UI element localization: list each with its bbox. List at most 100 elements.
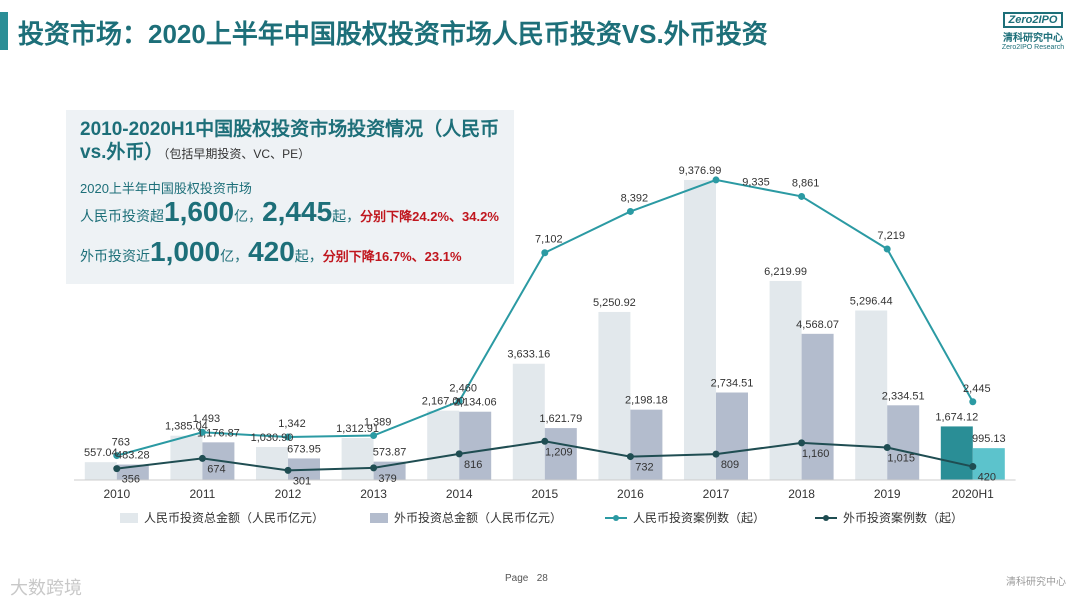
label-fx-cases: 732 <box>635 462 653 474</box>
legend-swatch-dot <box>823 515 829 521</box>
label-rmb-amount: 1,674.12 <box>935 411 978 423</box>
page-title: 投资市场：2020上半年中国股权投资市场人民币投资VS.外币投资 <box>18 19 768 49</box>
point-rmb-cases <box>798 192 806 200</box>
label-rmb-amount: 2,167.00 <box>422 396 465 408</box>
bar-rmb-amount <box>769 280 802 480</box>
point-fx-cases <box>969 463 977 471</box>
bar-rmb-amount <box>684 179 716 480</box>
point-fx-cases <box>712 450 720 458</box>
point-fx-cases <box>284 466 292 474</box>
point-rmb-cases <box>113 452 121 460</box>
bar-rmb-amount <box>427 410 460 480</box>
point-fx-cases <box>113 465 121 473</box>
legend-label: 外币投资案例数（起） <box>843 510 963 525</box>
watermark-left: 大数跨境 <box>10 578 82 598</box>
label-rmb-amount: 1,385.04 <box>165 421 208 433</box>
label-rmb-cases: 7,219 <box>877 230 905 242</box>
point-fx-cases <box>541 437 549 445</box>
label-rmb-amount: 1,030.90 <box>251 432 294 444</box>
label-rmb-cases: 8,392 <box>621 192 649 204</box>
label-fx-amount: 2,334.51 <box>882 390 925 402</box>
label-fx-amount: 573.87 <box>373 447 407 459</box>
bar-rmb-amount <box>170 435 203 480</box>
bar-fx-amount <box>972 448 1005 480</box>
bar-fx-amount <box>801 333 834 480</box>
label-rmb-amount: 3,633.16 <box>507 349 550 361</box>
zero2ipo-logo: Zero2IPO 清科研究中心 Zero2IPO Research <box>1000 10 1066 51</box>
logo-en: Zero2IPO Research <box>1001 44 1065 51</box>
bar-fx-amount <box>716 392 748 480</box>
bar-rmb-amount <box>940 426 973 480</box>
bar-rmb-amount <box>341 437 374 480</box>
label-fx-cases: 420 <box>978 472 996 484</box>
label-fx-cases: 674 <box>207 463 225 475</box>
point-fx-cases <box>370 464 378 472</box>
bar-rmb-amount <box>84 462 117 480</box>
bar-rmb-amount <box>512 363 545 480</box>
legend-label: 人民币投资总金额（人民币亿元） <box>144 510 324 525</box>
bar-fx-amount <box>887 405 920 480</box>
point-rmb-cases <box>455 397 463 405</box>
label-fx-cases: 379 <box>378 473 396 485</box>
point-rmb-cases <box>198 428 206 436</box>
label-rmb-amount: 557.04 <box>84 447 118 459</box>
logo-text: Zero2IPO <box>1002 12 1064 28</box>
label-rmb-cases-2017: 9,335 <box>742 176 770 188</box>
bar-fx-amount <box>630 409 663 480</box>
x-tick-label: 2010 <box>103 487 130 501</box>
point-rmb-cases <box>284 433 292 441</box>
watermark-right: 清科研究中心 <box>1006 577 1066 588</box>
label-rmb-amount: 5,250.92 <box>593 297 636 309</box>
x-tick-label: 2019 <box>874 487 901 501</box>
bar-rmb-amount <box>256 447 288 480</box>
legend-swatch-dot <box>613 515 619 521</box>
page-number: Page 28 <box>505 573 548 584</box>
x-tick-label: 2017 <box>703 487 730 501</box>
label-rmb-cases: 8,861 <box>792 177 820 189</box>
legend-label: 外币投资总金额（人民币亿元） <box>394 510 562 525</box>
info-title: 2010-2020H1中国股权投资市场投资情况（人民币 vs.外币）（包括早期投… <box>80 119 500 163</box>
logo-cn: 清科研究中心 <box>1003 33 1063 44</box>
x-tick-label: 2016 <box>617 487 644 501</box>
label-rmb-cases: 1,342 <box>278 418 306 430</box>
label-fx-cases: 1,160 <box>802 448 830 460</box>
label-rmb-cases: 763 <box>112 437 130 449</box>
info-line-fx: 外币投资近1,000亿，420起，分别下降16.7%、23.1% <box>80 236 462 267</box>
label-fx-cases: 1,209 <box>545 446 573 458</box>
label-fx-amount: 1,621.79 <box>539 413 582 425</box>
label-fx-amount: 673.95 <box>287 443 321 455</box>
point-rmb-cases <box>883 245 891 253</box>
point-fx-cases <box>455 450 463 458</box>
legend-swatch <box>120 513 138 523</box>
label-fx-amount: 4,568.07 <box>796 319 839 331</box>
label-fx-cases: 1,015 <box>887 453 915 465</box>
info-line-period: 2020上半年中国股权投资市场 <box>80 181 252 196</box>
info-line-rmb: 人民币投资超1,600亿，2,445起，分别下降24.2%、34.2% <box>80 196 499 227</box>
point-fx-cases <box>883 444 891 452</box>
legend-label: 人民币投资案例数（起） <box>633 510 765 525</box>
x-tick-label: 2015 <box>531 487 558 501</box>
bar-fx-amount <box>459 411 492 480</box>
label-rmb-cases: 7,102 <box>535 234 563 246</box>
x-tick-label: 2020H1 <box>952 487 994 501</box>
point-rmb-cases <box>712 176 720 184</box>
info-subtitle: （包括早期投资、VC、PE） <box>163 147 311 161</box>
x-tick-label: 2012 <box>275 487 302 501</box>
title-accent-bar <box>0 12 8 50</box>
label-rmb-cases: 1,389 <box>364 417 392 429</box>
point-rmb-cases <box>370 432 378 440</box>
label-fx-cases: 356 <box>122 474 140 486</box>
x-tick-label: 2014 <box>446 487 473 501</box>
point-fx-cases <box>626 453 634 461</box>
point-fx-cases <box>798 439 806 447</box>
label-fx-cases: 816 <box>464 459 482 471</box>
label-rmb-amount: 6,219.99 <box>764 266 807 278</box>
label-fx-amount: 995.13 <box>972 433 1006 445</box>
bar-fx-amount <box>544 428 577 480</box>
label-fx-amount: 2,198.18 <box>625 395 668 407</box>
label-fx-amount: 483.28 <box>116 450 150 462</box>
label-rmb-amount: 9,376.99 <box>679 165 722 177</box>
point-rmb-cases <box>626 207 634 215</box>
label-rmb-amount: 1,312.91 <box>336 423 379 435</box>
